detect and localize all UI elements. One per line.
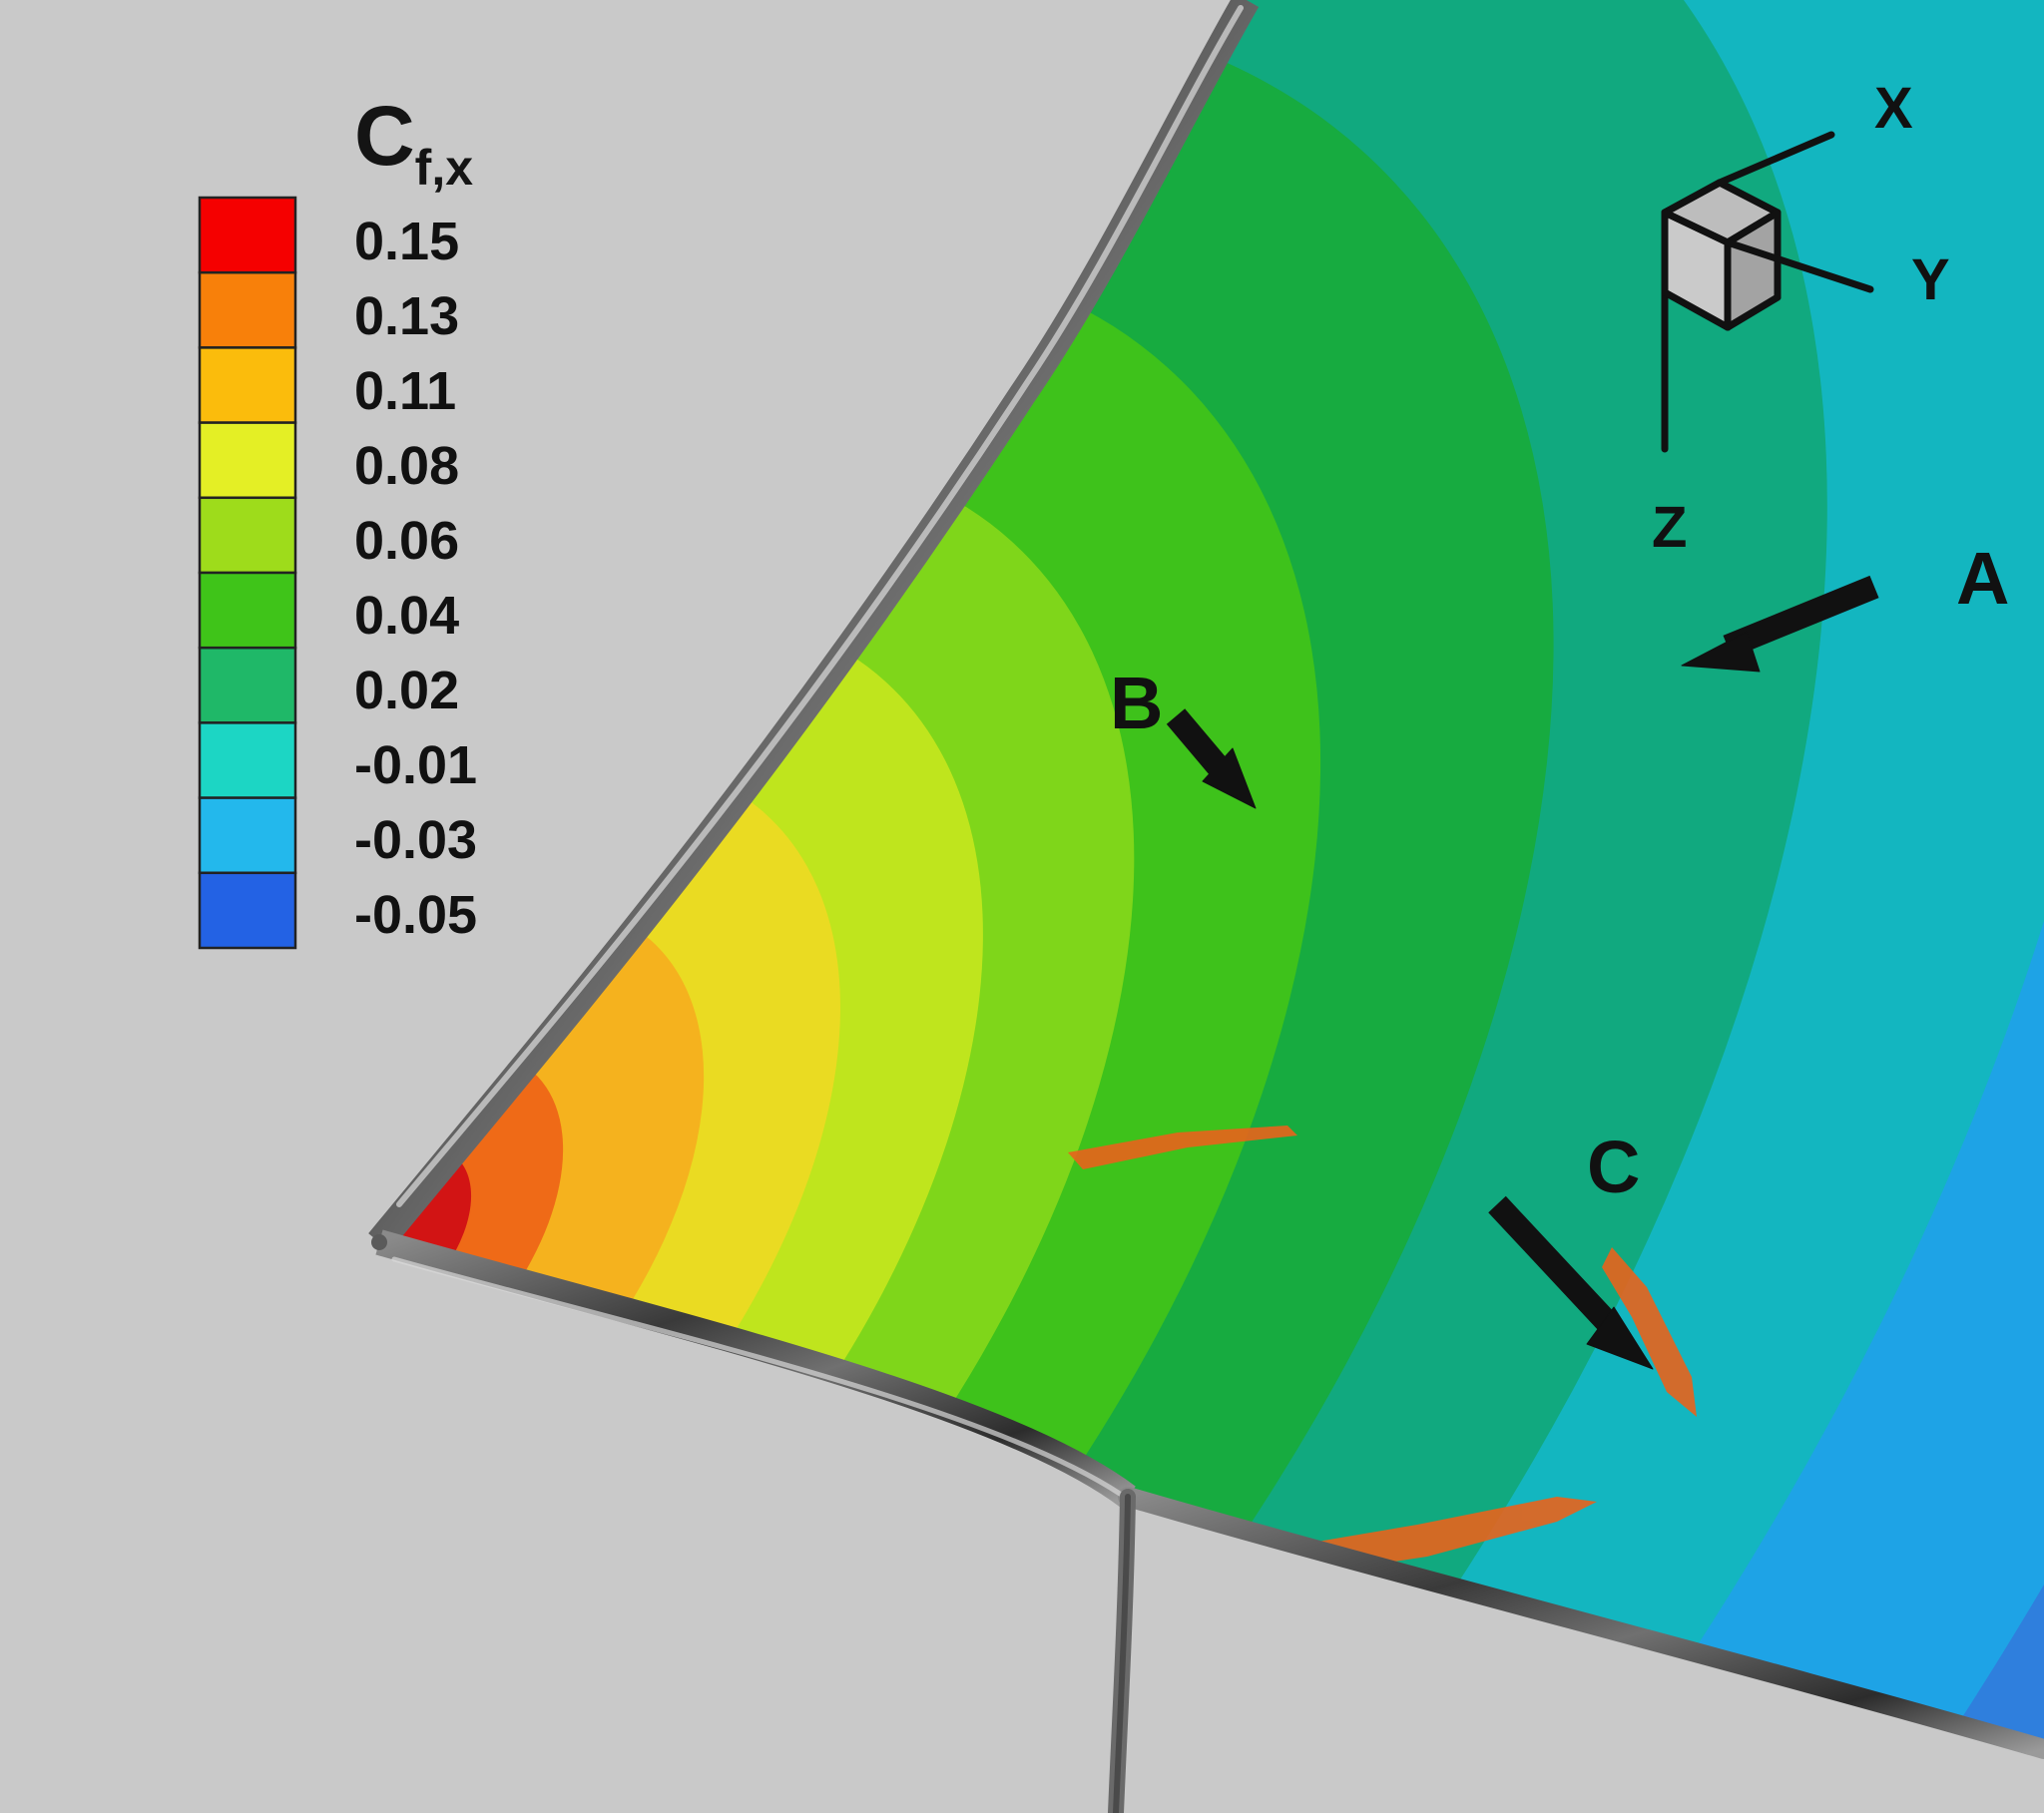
svg-text:-0.05: -0.05 — [354, 885, 477, 945]
svg-text:B: B — [1110, 662, 1163, 744]
svg-text:A: A — [1956, 537, 2009, 620]
svg-text:Y: Y — [1911, 247, 1950, 312]
svg-text:-0.03: -0.03 — [354, 810, 477, 870]
svg-text:0.11: 0.11 — [354, 361, 456, 421]
svg-text:0.13: 0.13 — [354, 286, 459, 346]
svg-text:Z: Z — [1652, 495, 1687, 560]
svg-text:0.02: 0.02 — [354, 661, 459, 720]
svg-text:0.04: 0.04 — [354, 586, 459, 646]
svg-text:0.08: 0.08 — [354, 436, 459, 496]
svg-text:0.06: 0.06 — [354, 511, 459, 571]
svg-text:X: X — [1874, 76, 1913, 141]
svg-text:C: C — [1587, 1126, 1640, 1208]
svg-text:-0.01: -0.01 — [354, 735, 477, 795]
svg-text:0.15: 0.15 — [354, 212, 459, 271]
